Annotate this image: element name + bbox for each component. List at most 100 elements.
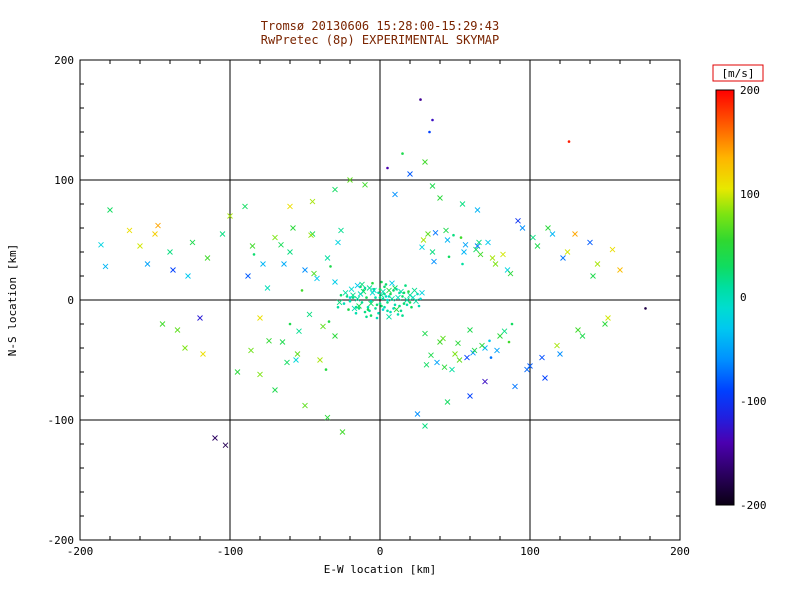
scatter-point: [381, 308, 385, 311]
scatter-point: [587, 239, 593, 246]
y-tick-label: 100: [54, 174, 74, 187]
scatter-point: [564, 249, 571, 255]
scatter-point: [440, 335, 446, 342]
scatter-point: [515, 217, 521, 224]
scatter-point: [260, 261, 266, 267]
scatter-point: [549, 231, 556, 237]
colorbar-tick-label: 100: [740, 188, 760, 201]
scatter-point: [378, 302, 382, 305]
scatter-point: [359, 281, 365, 288]
scatter-point: [396, 313, 400, 316]
scatter-point: [284, 359, 290, 366]
scatter-point: [354, 305, 358, 309]
x-tick-labels: -200 -100 0 100 200: [67, 545, 690, 558]
scatter-point: [449, 366, 455, 373]
scatter-point: [102, 263, 109, 270]
scatter-point: [363, 310, 367, 314]
y-axis-label: N-S location [km]: [6, 244, 19, 357]
scatter-point: [368, 300, 374, 307]
scatter-point: [327, 320, 331, 323]
scatter-point: [419, 98, 422, 101]
scatter-point: [357, 291, 364, 297]
scatter-point: [489, 356, 493, 359]
scatter-point: [554, 342, 560, 349]
scatter-point: [248, 347, 254, 354]
scatter-point: [398, 288, 404, 295]
scatter-point: [524, 366, 530, 373]
colorbar-label: [m/s]: [721, 67, 754, 80]
colorbar-tick-label: -100: [740, 395, 767, 408]
scatter-point: [377, 311, 380, 315]
scatter-point: [507, 270, 514, 277]
scatter-point: [609, 246, 616, 253]
x-axis-label: E-W location [km]: [324, 563, 437, 576]
scatter-point: [474, 243, 481, 249]
scatter-point: [467, 393, 473, 399]
scatter-point: [356, 303, 362, 309]
scatter-point: [411, 287, 418, 294]
y-tick-label: -200: [48, 534, 75, 547]
scatter-point: [272, 387, 278, 393]
x-tick-label: 100: [520, 545, 540, 558]
scatter-point: [336, 299, 343, 306]
colorbar-tick-label: 200: [740, 84, 760, 97]
scatter-point: [366, 285, 373, 291]
scatter-point: [392, 289, 395, 292]
scatter-point: [167, 249, 173, 255]
scatter-point: [266, 337, 272, 344]
scatter-point: [389, 295, 395, 302]
scatter-point: [560, 255, 566, 261]
scatter-point: [419, 297, 422, 301]
scatter-point: [389, 292, 392, 296]
scatter-point: [387, 295, 391, 298]
scatter-point: [419, 244, 425, 251]
scatter-point: [389, 310, 392, 314]
scatter-point: [386, 166, 389, 170]
scatter-point: [456, 357, 463, 363]
scatter-point: [383, 285, 386, 289]
scatter-point: [371, 281, 374, 285]
chart-title: Tromsø 20130606 15:28:00-15:29:43: [261, 19, 499, 33]
scatter-point: [354, 282, 361, 289]
colorbar-tick-labels: 200 100 0 -100 -200: [740, 84, 767, 512]
scatter-point: [363, 286, 367, 290]
scatter-point: [144, 261, 151, 267]
scatter-points-layer: [98, 98, 647, 449]
scatter-point: [272, 234, 278, 241]
scatter-point: [386, 313, 392, 320]
scatter-point: [366, 305, 370, 309]
scatter-point: [342, 302, 346, 305]
scatter-point: [317, 357, 323, 363]
scatter-point: [324, 255, 331, 261]
scatter-point: [320, 323, 326, 330]
scatter-point: [348, 296, 352, 299]
scatter-point: [467, 327, 473, 333]
colorbar-label-box: [712, 64, 764, 82]
scatter-point: [155, 222, 161, 229]
scatter-point: [347, 308, 350, 311]
scatter-point: [290, 225, 296, 231]
scatter-point: [459, 236, 463, 239]
scatter-point: [336, 305, 340, 309]
scatter-point: [437, 195, 443, 201]
scatter-point: [501, 328, 508, 335]
scatter-point: [414, 411, 421, 417]
scatter-point: [429, 183, 436, 189]
scatter-point: [459, 201, 466, 207]
scatter-point: [329, 265, 332, 268]
scatter-point: [227, 213, 233, 219]
colorbar-tick-label: -200: [740, 499, 767, 512]
scatter-point: [386, 309, 389, 313]
scatter-point: [357, 307, 361, 310]
scatter-point: [369, 314, 373, 317]
scatter-point: [374, 307, 377, 310]
scatter-point: [425, 231, 431, 237]
scatter-point: [401, 314, 404, 317]
colorbar-tick-label: 0: [740, 291, 747, 304]
scatter-point: [462, 241, 469, 248]
scatter-point: [444, 399, 451, 405]
scatter-point: [384, 283, 388, 286]
scatter-point: [360, 301, 364, 304]
plot-border: [79, 59, 681, 541]
y-tick-labels: 200 100 0 -100 -200: [48, 54, 75, 547]
